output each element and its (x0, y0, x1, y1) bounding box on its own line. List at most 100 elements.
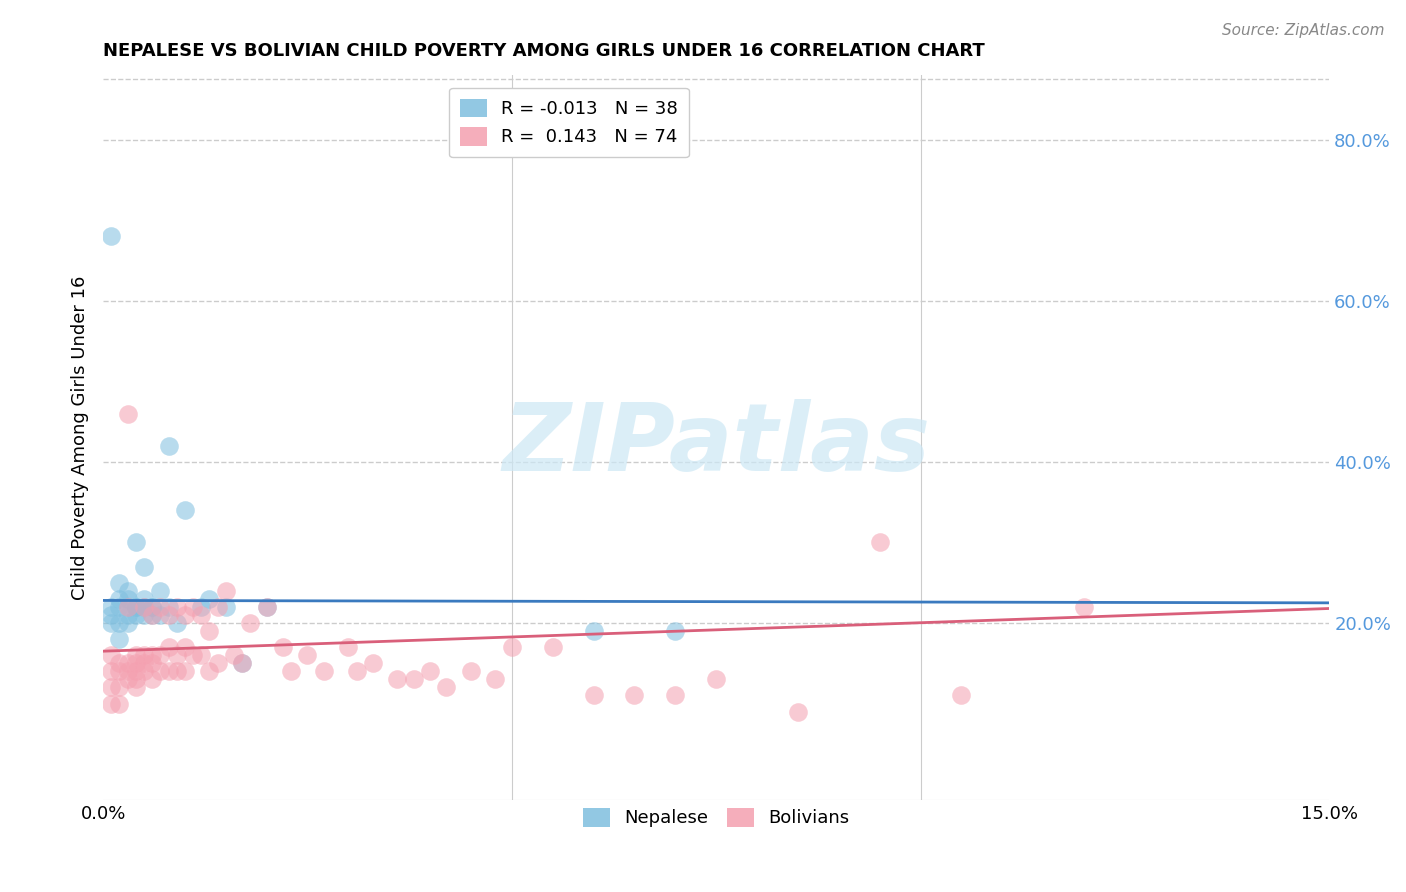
Point (132, 599, 155, 614)
Point (207, 657, 229, 671)
Point (231, 657, 253, 671)
Point (125, 599, 148, 614)
Point (787, 705, 810, 719)
Point (582, 689, 605, 703)
Point (704, 673, 727, 687)
Point (198, 665, 221, 679)
Point (402, 673, 425, 687)
Point (173, 503, 195, 517)
Point (271, 640, 294, 655)
Point (173, 607, 195, 622)
Point (108, 615, 131, 630)
Point (582, 624, 605, 638)
Point (181, 648, 204, 663)
Point (100, 665, 122, 679)
Point (1073, 599, 1095, 614)
Point (157, 607, 180, 622)
Point (141, 673, 163, 687)
Point (141, 607, 163, 622)
Text: Source: ZipAtlas.com: Source: ZipAtlas.com (1222, 23, 1385, 38)
Point (256, 599, 278, 614)
Point (100, 599, 122, 614)
Point (149, 599, 172, 614)
Point (190, 648, 212, 663)
Point (207, 599, 229, 614)
Point (149, 665, 172, 679)
Point (100, 615, 122, 630)
Point (166, 599, 188, 614)
Point (157, 640, 180, 655)
Point (337, 640, 360, 655)
Point (117, 673, 139, 687)
Point (108, 657, 131, 671)
Point (664, 689, 686, 703)
Point (100, 697, 122, 711)
Point (198, 624, 221, 638)
Point (141, 599, 163, 614)
Point (419, 665, 441, 679)
Point (149, 648, 172, 663)
Point (280, 665, 302, 679)
Point (108, 591, 131, 606)
Point (149, 583, 172, 598)
Point (108, 632, 131, 646)
Point (100, 607, 122, 622)
Point (125, 648, 148, 663)
Point (108, 665, 131, 679)
Point (117, 607, 139, 622)
Point (125, 673, 148, 687)
Point (346, 665, 368, 679)
Point (132, 648, 155, 663)
Point (541, 640, 564, 655)
Point (157, 439, 180, 453)
Point (157, 599, 180, 614)
Text: ZIPatlas: ZIPatlas (502, 399, 931, 491)
Point (166, 615, 188, 630)
Point (132, 591, 155, 606)
Text: NEPALESE VS BOLIVIAN CHILD POVERTY AMONG GIRLS UNDER 16 CORRELATION CHART: NEPALESE VS BOLIVIAN CHILD POVERTY AMONG… (103, 42, 984, 60)
Point (100, 681, 122, 695)
Point (166, 665, 188, 679)
Point (132, 559, 155, 574)
Point (190, 599, 212, 614)
Point (231, 657, 253, 671)
Point (173, 665, 195, 679)
Point (141, 599, 163, 614)
Point (149, 607, 172, 622)
Point (436, 681, 458, 695)
Point (117, 599, 139, 614)
Point (198, 591, 221, 606)
Point (125, 665, 148, 679)
Point (125, 657, 148, 671)
Point (117, 591, 139, 606)
Point (141, 657, 163, 671)
Point (460, 665, 482, 679)
Point (312, 665, 335, 679)
Point (132, 657, 155, 671)
Point (100, 229, 122, 244)
Point (484, 673, 506, 687)
Point (222, 648, 245, 663)
Point (117, 665, 139, 679)
Point (215, 599, 238, 614)
Point (869, 535, 891, 549)
Point (950, 689, 973, 703)
Point (215, 583, 238, 598)
Y-axis label: Child Poverty Among Girls Under 16: Child Poverty Among Girls Under 16 (72, 276, 89, 600)
Point (501, 640, 523, 655)
Point (132, 599, 155, 614)
Point (387, 673, 409, 687)
Point (664, 624, 686, 638)
Point (361, 657, 384, 671)
Point (173, 640, 195, 655)
Legend: Nepalese, Bolivians: Nepalese, Bolivians (576, 801, 856, 835)
Point (132, 665, 155, 679)
Point (125, 607, 148, 622)
Point (125, 535, 148, 549)
Point (181, 599, 204, 614)
Point (108, 599, 131, 614)
Point (239, 615, 262, 630)
Point (125, 681, 148, 695)
Point (108, 575, 131, 590)
Point (157, 665, 180, 679)
